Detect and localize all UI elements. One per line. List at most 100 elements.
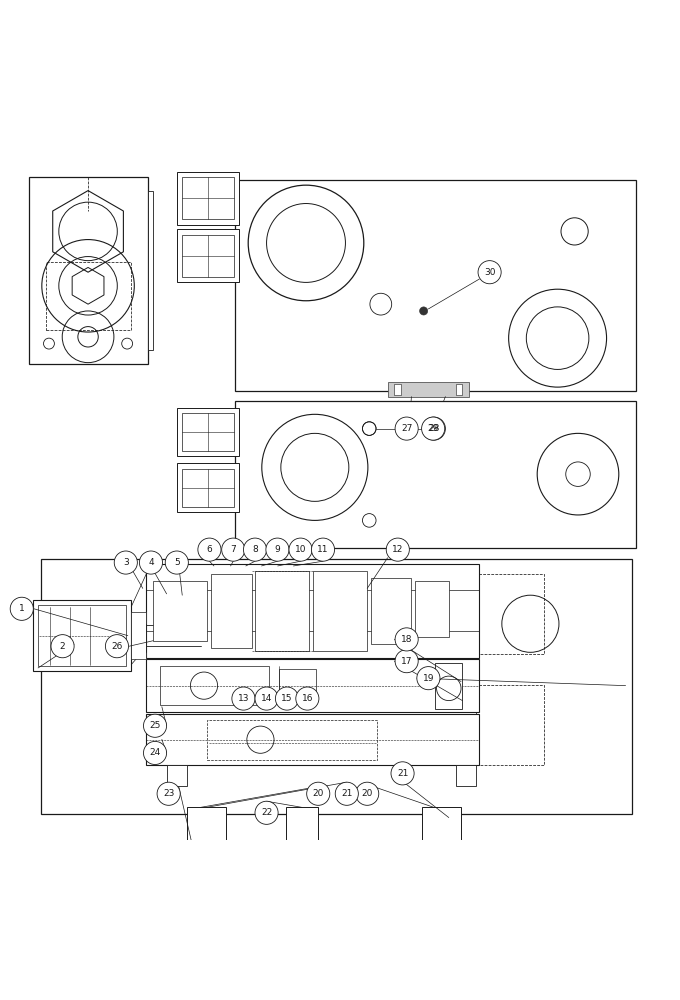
Text: 30: 30	[484, 268, 495, 277]
Bar	[388, 382, 469, 397]
Bar	[41, 559, 632, 814]
Bar	[456, 384, 462, 395]
Bar	[177, 463, 239, 512]
Text: 19: 19	[423, 674, 434, 683]
Bar	[476, 685, 544, 765]
Circle shape	[165, 551, 188, 574]
Text: 1: 1	[19, 604, 24, 613]
Text: 23: 23	[163, 789, 174, 798]
Text: 14: 14	[261, 694, 272, 703]
Bar	[456, 765, 476, 786]
Bar	[177, 408, 239, 456]
Circle shape	[395, 650, 418, 673]
Circle shape	[222, 538, 245, 561]
Text: 25: 25	[150, 721, 160, 730]
Bar	[235, 180, 636, 391]
Bar	[177, 229, 239, 282]
Bar	[207, 720, 377, 760]
Bar	[153, 581, 207, 641]
Text: 20: 20	[362, 789, 373, 798]
Bar	[211, 574, 252, 648]
Circle shape	[232, 687, 255, 710]
Bar	[46, 262, 131, 330]
Text: 28: 28	[428, 424, 439, 433]
Bar	[182, 177, 234, 219]
Bar	[160, 666, 269, 705]
Circle shape	[289, 538, 312, 561]
Bar	[313, 571, 367, 651]
Bar	[146, 714, 479, 765]
Circle shape	[143, 741, 167, 765]
Text: 20: 20	[313, 789, 324, 798]
Bar	[371, 578, 411, 644]
Circle shape	[243, 538, 267, 561]
Circle shape	[114, 551, 137, 574]
Circle shape	[143, 714, 167, 737]
Circle shape	[198, 538, 221, 561]
Circle shape	[395, 628, 418, 651]
Circle shape	[356, 782, 379, 805]
Text: 24: 24	[150, 748, 160, 757]
Bar	[146, 564, 479, 658]
Circle shape	[255, 687, 278, 710]
Bar	[38, 605, 126, 666]
Bar	[182, 469, 234, 507]
Text: 27: 27	[401, 424, 412, 433]
Bar	[177, 172, 239, 225]
Circle shape	[275, 687, 299, 710]
Bar	[286, 807, 318, 845]
Circle shape	[422, 417, 445, 440]
Text: 2: 2	[60, 642, 65, 651]
Bar	[422, 807, 461, 852]
Text: 18: 18	[401, 635, 412, 644]
Text: 4: 4	[148, 558, 154, 567]
Text: 3: 3	[123, 558, 129, 567]
Bar	[182, 235, 234, 277]
Bar	[131, 612, 146, 659]
Bar	[182, 413, 234, 451]
Bar	[167, 765, 187, 786]
Circle shape	[335, 782, 358, 805]
Circle shape	[420, 307, 428, 315]
Bar	[255, 571, 309, 651]
Text: 15: 15	[282, 694, 292, 703]
Circle shape	[422, 417, 445, 440]
Bar	[148, 191, 153, 350]
Circle shape	[417, 667, 440, 690]
Text: 26: 26	[112, 642, 122, 651]
Bar	[476, 574, 544, 654]
Text: 7: 7	[231, 545, 236, 554]
Bar	[33, 600, 131, 671]
Text: 10: 10	[295, 545, 306, 554]
Circle shape	[395, 417, 418, 440]
Circle shape	[10, 597, 33, 620]
Text: 21: 21	[397, 769, 408, 778]
Circle shape	[139, 551, 163, 574]
Circle shape	[391, 762, 414, 785]
Text: 8: 8	[252, 545, 258, 554]
Circle shape	[311, 538, 335, 561]
Circle shape	[157, 782, 180, 805]
Text: 13: 13	[238, 694, 249, 703]
Text: 29: 29	[428, 424, 439, 433]
Bar	[187, 807, 226, 852]
Circle shape	[255, 801, 278, 824]
Circle shape	[51, 635, 74, 658]
Text: 17: 17	[401, 657, 412, 666]
Bar	[415, 581, 449, 637]
Text: 21: 21	[341, 789, 352, 798]
Circle shape	[307, 782, 330, 805]
Text: 5: 5	[174, 558, 180, 567]
Bar	[29, 177, 148, 364]
Text: 12: 12	[392, 545, 403, 554]
Text: 11: 11	[318, 545, 328, 554]
Circle shape	[386, 538, 409, 561]
Text: 6: 6	[207, 545, 212, 554]
Bar	[435, 663, 462, 709]
Bar	[146, 659, 479, 712]
Circle shape	[296, 687, 319, 710]
Circle shape	[266, 538, 289, 561]
Circle shape	[105, 635, 129, 658]
Bar	[235, 401, 636, 548]
Circle shape	[478, 261, 501, 284]
